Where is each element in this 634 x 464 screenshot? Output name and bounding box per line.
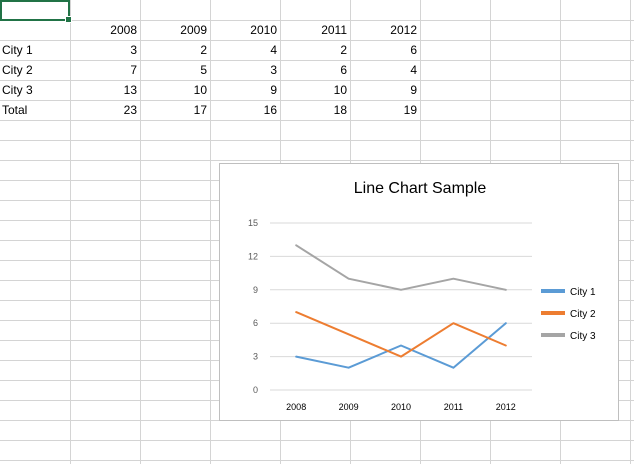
row-label-city-3[interactable]: City 3: [2, 83, 33, 97]
y-tick-label: 15: [248, 218, 258, 228]
x-tick-label: 2010: [391, 402, 411, 412]
header-cell[interactable]: 2010: [250, 23, 277, 37]
row-label-total[interactable]: Total: [2, 103, 28, 117]
selected-cell-a1[interactable]: [0, 0, 72, 23]
line-chart[interactable]: Line Chart Sample 0 3 6 9 12 15 2008 2009 2010 20…: [219, 163, 619, 421]
legend-label[interactable]: City 2: [570, 309, 596, 320]
y-tick-label: 12: [248, 251, 258, 261]
row-label-city-2[interactable]: City 2: [2, 63, 33, 77]
total-cell[interactable]: 17: [193, 103, 207, 117]
fill-handle[interactable]: [65, 16, 72, 23]
data-cell[interactable]: 3: [130, 43, 137, 57]
series-line-city-3[interactable]: [295, 244, 507, 291]
series-line-city-1[interactable]: [295, 322, 507, 369]
data-cell[interactable]: 2: [340, 43, 347, 57]
legend-label[interactable]: City 1: [570, 287, 596, 298]
header-cell[interactable]: 2008: [110, 23, 137, 37]
header-cell[interactable]: 2012: [390, 23, 417, 37]
total-cell[interactable]: 16: [263, 103, 277, 117]
total-cell[interactable]: 23: [123, 103, 137, 117]
data-cell[interactable]: 4: [410, 63, 417, 77]
y-tick-label: 9: [253, 285, 258, 295]
legend-label[interactable]: City 3: [570, 331, 596, 342]
chart-canvas: Line Chart Sample 0 3 6 9 12 15 2008 2009 2010 20…: [248, 180, 596, 412]
data-cell[interactable]: 7: [130, 63, 137, 77]
y-tick-label: 3: [253, 352, 258, 362]
data-cell[interactable]: 13: [123, 83, 137, 97]
data-cell[interactable]: 5: [200, 63, 207, 77]
y-tick-label: 6: [253, 318, 258, 328]
series-line-city-2[interactable]: [295, 311, 507, 358]
data-cell[interactable]: 10: [193, 83, 207, 97]
x-tick-label: 2012: [496, 402, 516, 412]
data-cell[interactable]: 9: [410, 83, 417, 97]
header-cell[interactable]: 2009: [180, 23, 207, 37]
x-tick-label: 2009: [339, 402, 359, 412]
data-cell[interactable]: 3: [270, 63, 277, 77]
total-cell[interactable]: 18: [333, 103, 347, 117]
data-cell[interactable]: 9: [270, 83, 277, 97]
chart-title: Line Chart Sample: [354, 180, 487, 197]
data-cell[interactable]: 2: [200, 43, 207, 57]
x-tick-label: 2011: [444, 402, 463, 412]
data-cell[interactable]: 10: [333, 83, 347, 97]
total-cell[interactable]: 19: [403, 103, 417, 117]
data-cell[interactable]: 4: [270, 43, 277, 57]
row-label-city-1[interactable]: City 1: [2, 43, 33, 57]
data-cell[interactable]: 6: [410, 43, 417, 57]
y-tick-label: 0: [253, 385, 258, 395]
header-cell[interactable]: 2011: [321, 23, 347, 37]
x-tick-label: 2008: [286, 402, 306, 412]
data-cell[interactable]: 6: [340, 63, 347, 77]
